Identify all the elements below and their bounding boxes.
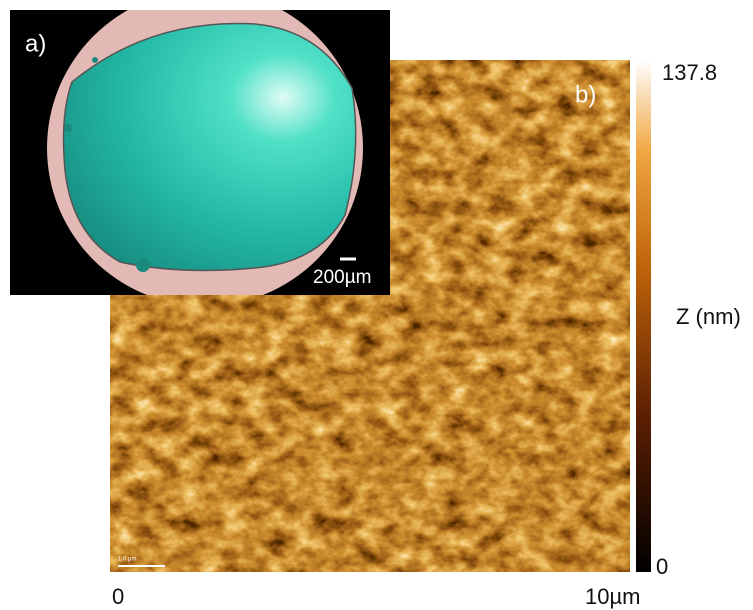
- crystal-spot: [136, 258, 150, 272]
- afm-scale-text: 1.0 µm: [118, 557, 136, 563]
- colorbar-title: Z (nm): [676, 304, 741, 329]
- panel-label: b): [575, 81, 596, 108]
- micrograph-inset: a) 200µm: [10, 0, 390, 306]
- colorbar: [636, 60, 651, 572]
- crystal-spot: [64, 124, 72, 132]
- x-start: 0: [112, 584, 124, 609]
- colorbar-min: 0: [656, 554, 668, 579]
- figure: 1.0 µm b) 137.8 0 Z (nm) 0 10µm a) 200µm: [0, 0, 753, 610]
- inset-scale-text: 200µm: [313, 267, 371, 288]
- colorbar-max: 137.8: [662, 60, 717, 85]
- crystal: [64, 23, 356, 270]
- panel-label: a): [25, 30, 46, 57]
- x-end: 10µm: [585, 584, 640, 609]
- crystal-spot: [92, 57, 98, 63]
